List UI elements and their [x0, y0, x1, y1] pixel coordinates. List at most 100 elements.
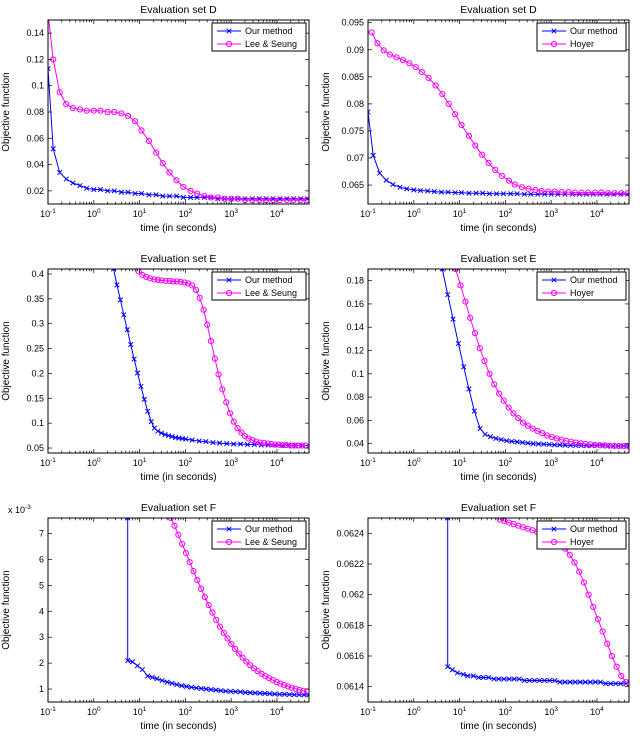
y-tick-label: 0.06 — [26, 133, 44, 143]
legend-label: Lee & Seung — [245, 537, 297, 547]
legend-label: Our method — [245, 26, 293, 36]
x-tick-label: 101 — [453, 706, 467, 717]
legend-label: Our method — [570, 524, 618, 534]
x-tick-label: 101 — [453, 208, 467, 219]
x-tick-label: 10-1 — [40, 706, 56, 717]
x-tick-label: 102 — [499, 706, 513, 717]
x-tick-label: 101 — [453, 457, 467, 468]
x-tick-label: 104 — [270, 706, 284, 717]
legend-label: Lee & Seung — [245, 288, 297, 298]
axis-ticks — [47, 20, 310, 204]
chart-eval-f-lee-seung: 10-1 100 101 102 103 104 1 2 3 4 5 6 7 Evaluation set… — [0, 498, 320, 747]
legend-box — [536, 520, 627, 550]
series-markers — [368, 29, 629, 197]
chart-eval-d-hoyer: 10-1 100 101 102 103 104 0.065 0.07 0.075 0.08 0.0… — [320, 0, 640, 249]
x-tick-label: 101 — [133, 208, 147, 219]
series-hoyer — [452, 269, 629, 450]
x-tick-label: 100 — [407, 706, 421, 717]
y-tick-label: 0.08 — [346, 99, 364, 109]
y-multiplier-label: x 10-3 — [8, 504, 31, 515]
chart-eval-f-lee-seung-svg: 10-1 100 101 102 103 104 1 2 3 4 5 6 7 Evaluation set… — [1, 502, 310, 732]
x-tick-label: 100 — [87, 208, 101, 219]
x-tick-label: 103 — [544, 457, 558, 468]
series-lee-seung — [135, 269, 309, 449]
y-axis-label: Objective function — [1, 321, 12, 401]
axis-ticks — [367, 518, 630, 702]
y-tick-label: 0.0614 — [336, 682, 364, 692]
series-lee-seung — [167, 518, 309, 695]
y-tick-label: 1 — [39, 684, 44, 694]
legend-label: Hoyer — [570, 39, 594, 49]
axis-ticks — [47, 269, 310, 453]
y-tick-label: 0.0622 — [336, 559, 364, 569]
x-tick-label: 10-1 — [360, 208, 376, 219]
y-tick-label: 0.08 — [346, 392, 364, 402]
y-axis-label: Objective function — [1, 570, 12, 650]
series-our-method — [110, 269, 309, 449]
x-tick-label: 104 — [590, 208, 604, 219]
x-tick-label: 100 — [87, 706, 101, 717]
y-tick-label: 7 — [39, 529, 44, 539]
x-tick-label: 103 — [544, 706, 558, 717]
chart-eval-f-hoyer-svg: 10-1 100 101 102 103 104 0.0614 0.0616 0.0618 0.0… — [321, 502, 630, 732]
legend-label: Hoyer — [570, 537, 594, 547]
y-tick-label: 0.05 — [26, 443, 44, 453]
series-markers — [50, 56, 309, 204]
x-tick-label: 104 — [270, 208, 284, 219]
x-tick-label: 101 — [133, 706, 147, 717]
series-lee-seung — [48, 20, 309, 204]
x-tick-label: 10-1 — [360, 706, 376, 717]
x-tick-label: 103 — [544, 208, 558, 219]
chart-title: Evaluation set E — [141, 253, 217, 265]
x-axis-label: time (in seconds) — [460, 721, 536, 732]
y-tick-label: 0.0618 — [336, 620, 364, 630]
y-tick-label: 0.09 — [346, 45, 364, 55]
x-tick-label: 100 — [407, 208, 421, 219]
legend-label: Hoyer — [570, 288, 594, 298]
legend-label: Our method — [570, 26, 618, 36]
legend: Our method Lee & Seung — [211, 520, 307, 550]
series-line — [113, 269, 309, 446]
x-tick-label: 10-1 — [40, 208, 56, 219]
y-tick-label: 6 — [39, 554, 44, 564]
x-tick-label: 102 — [179, 706, 193, 717]
legend: Our method Hoyer — [536, 271, 627, 301]
series-markers — [110, 269, 309, 449]
x-tick-label: 104 — [590, 457, 604, 468]
y-tick-label: 0.04 — [346, 439, 364, 449]
chart-title: Evaluation set F — [461, 502, 536, 514]
x-tick-label: 103 — [224, 706, 238, 717]
series-markers — [135, 269, 309, 449]
y-tick-label: 0.04 — [26, 160, 44, 170]
chart-eval-e-lee-seung-svg: 10-1 100 101 102 103 104 0.05 0.1 0.15 0.2 0.25 0.3… — [1, 253, 310, 483]
x-tick-label: 10-1 — [360, 457, 376, 468]
y-tick-label: 0.095 — [341, 18, 364, 28]
y-tick-label: 0.1 — [351, 369, 364, 379]
x-tick-label: 103 — [224, 208, 238, 219]
y-tick-label: 0.07 — [346, 153, 364, 163]
x-axis-label: time (in seconds) — [140, 472, 216, 483]
chart-eval-e-lee-seung: 10-1 100 101 102 103 104 0.05 0.1 0.15 0.2 0.25 0.3… — [0, 249, 320, 498]
chart-eval-f-hoyer: 10-1 100 101 102 103 104 0.0614 0.0616 0.0618 0.0… — [320, 498, 640, 747]
chart-title: Evaluation set D — [140, 4, 217, 16]
x-tick-label: 104 — [270, 457, 284, 468]
y-axis-label: Objective function — [321, 570, 332, 650]
x-tick-label: 102 — [179, 457, 193, 468]
series-line — [368, 111, 628, 195]
y-tick-label: 3 — [39, 632, 44, 642]
y-tick-label: 0.35 — [26, 294, 44, 304]
y-tick-label: 0.0624 — [336, 528, 364, 538]
y-tick-label: 0.062 — [341, 590, 364, 600]
y-tick-label: 0.12 — [346, 346, 364, 356]
chart-eval-d-hoyer-svg: 10-1 100 101 102 103 104 0.065 0.07 0.075 0.08 0.0… — [321, 4, 630, 234]
y-tick-label: 0.0616 — [336, 651, 364, 661]
series-hoyer — [368, 29, 629, 197]
axis-ticks — [367, 269, 630, 453]
legend-box — [536, 271, 627, 301]
x-tick-label: 101 — [133, 457, 147, 468]
legend-label: Our method — [245, 524, 293, 534]
y-tick-label: 0.14 — [346, 322, 364, 332]
series-our-method — [368, 109, 629, 197]
y-tick-label: 0.14 — [26, 28, 44, 38]
